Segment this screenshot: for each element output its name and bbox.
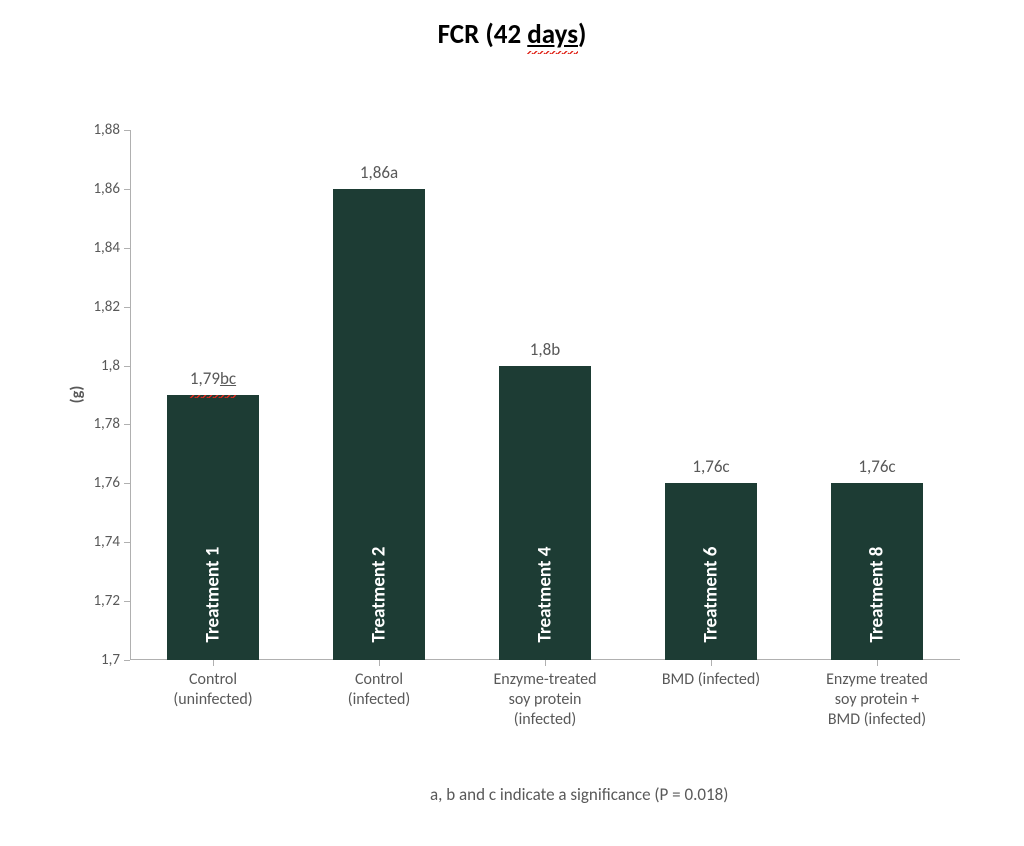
- plot-area: 1,71,721,741,761,781,81,821,841,861,881,…: [130, 130, 960, 660]
- y-axis-line: [130, 130, 131, 660]
- x-category-label: BMD (infected): [628, 660, 794, 690]
- chart-title: FCR (42 days): [0, 18, 1024, 51]
- bar-inner-label: Treatment 1: [201, 547, 224, 643]
- y-tick-label: 1,82: [93, 298, 130, 316]
- bar-value-label: 1,76c: [858, 456, 895, 483]
- bar-value-label: 1,8b: [530, 339, 560, 366]
- title-underlined-word: days: [527, 18, 578, 51]
- bar-value-label: 1,79bc: [190, 368, 236, 395]
- bar-inner-label: Treatment 8: [865, 547, 888, 643]
- bar: 1,76cTreatment 6: [665, 483, 756, 660]
- y-tick-label: 1,84: [93, 239, 130, 257]
- x-category-label: Control(infected): [296, 660, 462, 710]
- y-tick-label: 1,76: [93, 474, 130, 492]
- y-tick-label: 1,72: [93, 592, 130, 610]
- bar: 1,76cTreatment 8: [831, 483, 922, 660]
- significance-footnote: a, b and c indicate a significance (P = …: [430, 784, 728, 805]
- title-prefix: FCR (42: [438, 18, 528, 51]
- y-tick-label: 1,7: [101, 651, 130, 669]
- x-category-label: Enzyme-treatedsoy protein(infected): [462, 660, 628, 730]
- page-root: FCR (42 days) 1,7 1,72 1,74 1,76 1,78 1,8 1,82…: [0, 0, 1024, 846]
- y-tick-label: 1,78: [93, 415, 130, 433]
- bar-chart: 1,7 1,72 1,74 1,76 1,78 1,8 1,82 1,84 1,86 1,88 1,…: [62, 120, 967, 720]
- bar-inner-label: Treatment 2: [367, 547, 390, 643]
- y-tick-label: 1,88: [93, 121, 130, 139]
- y-tick-label: 1,8: [101, 357, 130, 375]
- bar-value-label: 1,76c: [692, 456, 729, 483]
- y-tick-label: 1,86: [93, 180, 130, 198]
- bar: 1,8bTreatment 4: [499, 366, 590, 660]
- x-category-label: Control(uninfected): [130, 660, 296, 710]
- x-category-label: Enzyme treatedsoy protein +BMD (infected…: [794, 660, 960, 730]
- bar: 1,79bcTreatment 1: [167, 395, 258, 660]
- y-axis-label: (g): [67, 386, 86, 404]
- bar-value-label: 1,86a: [360, 162, 398, 189]
- bar-inner-label: Treatment 6: [699, 547, 722, 643]
- bar: 1,86aTreatment 2: [333, 189, 424, 660]
- y-tick-label: 1,74: [93, 533, 130, 551]
- title-suffix: ): [578, 18, 586, 51]
- bar-inner-label: Treatment 4: [533, 547, 556, 643]
